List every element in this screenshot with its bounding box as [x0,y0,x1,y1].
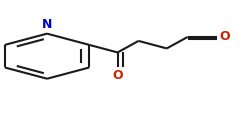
Text: O: O [219,30,230,43]
Text: N: N [42,18,52,31]
Text: O: O [112,69,123,82]
